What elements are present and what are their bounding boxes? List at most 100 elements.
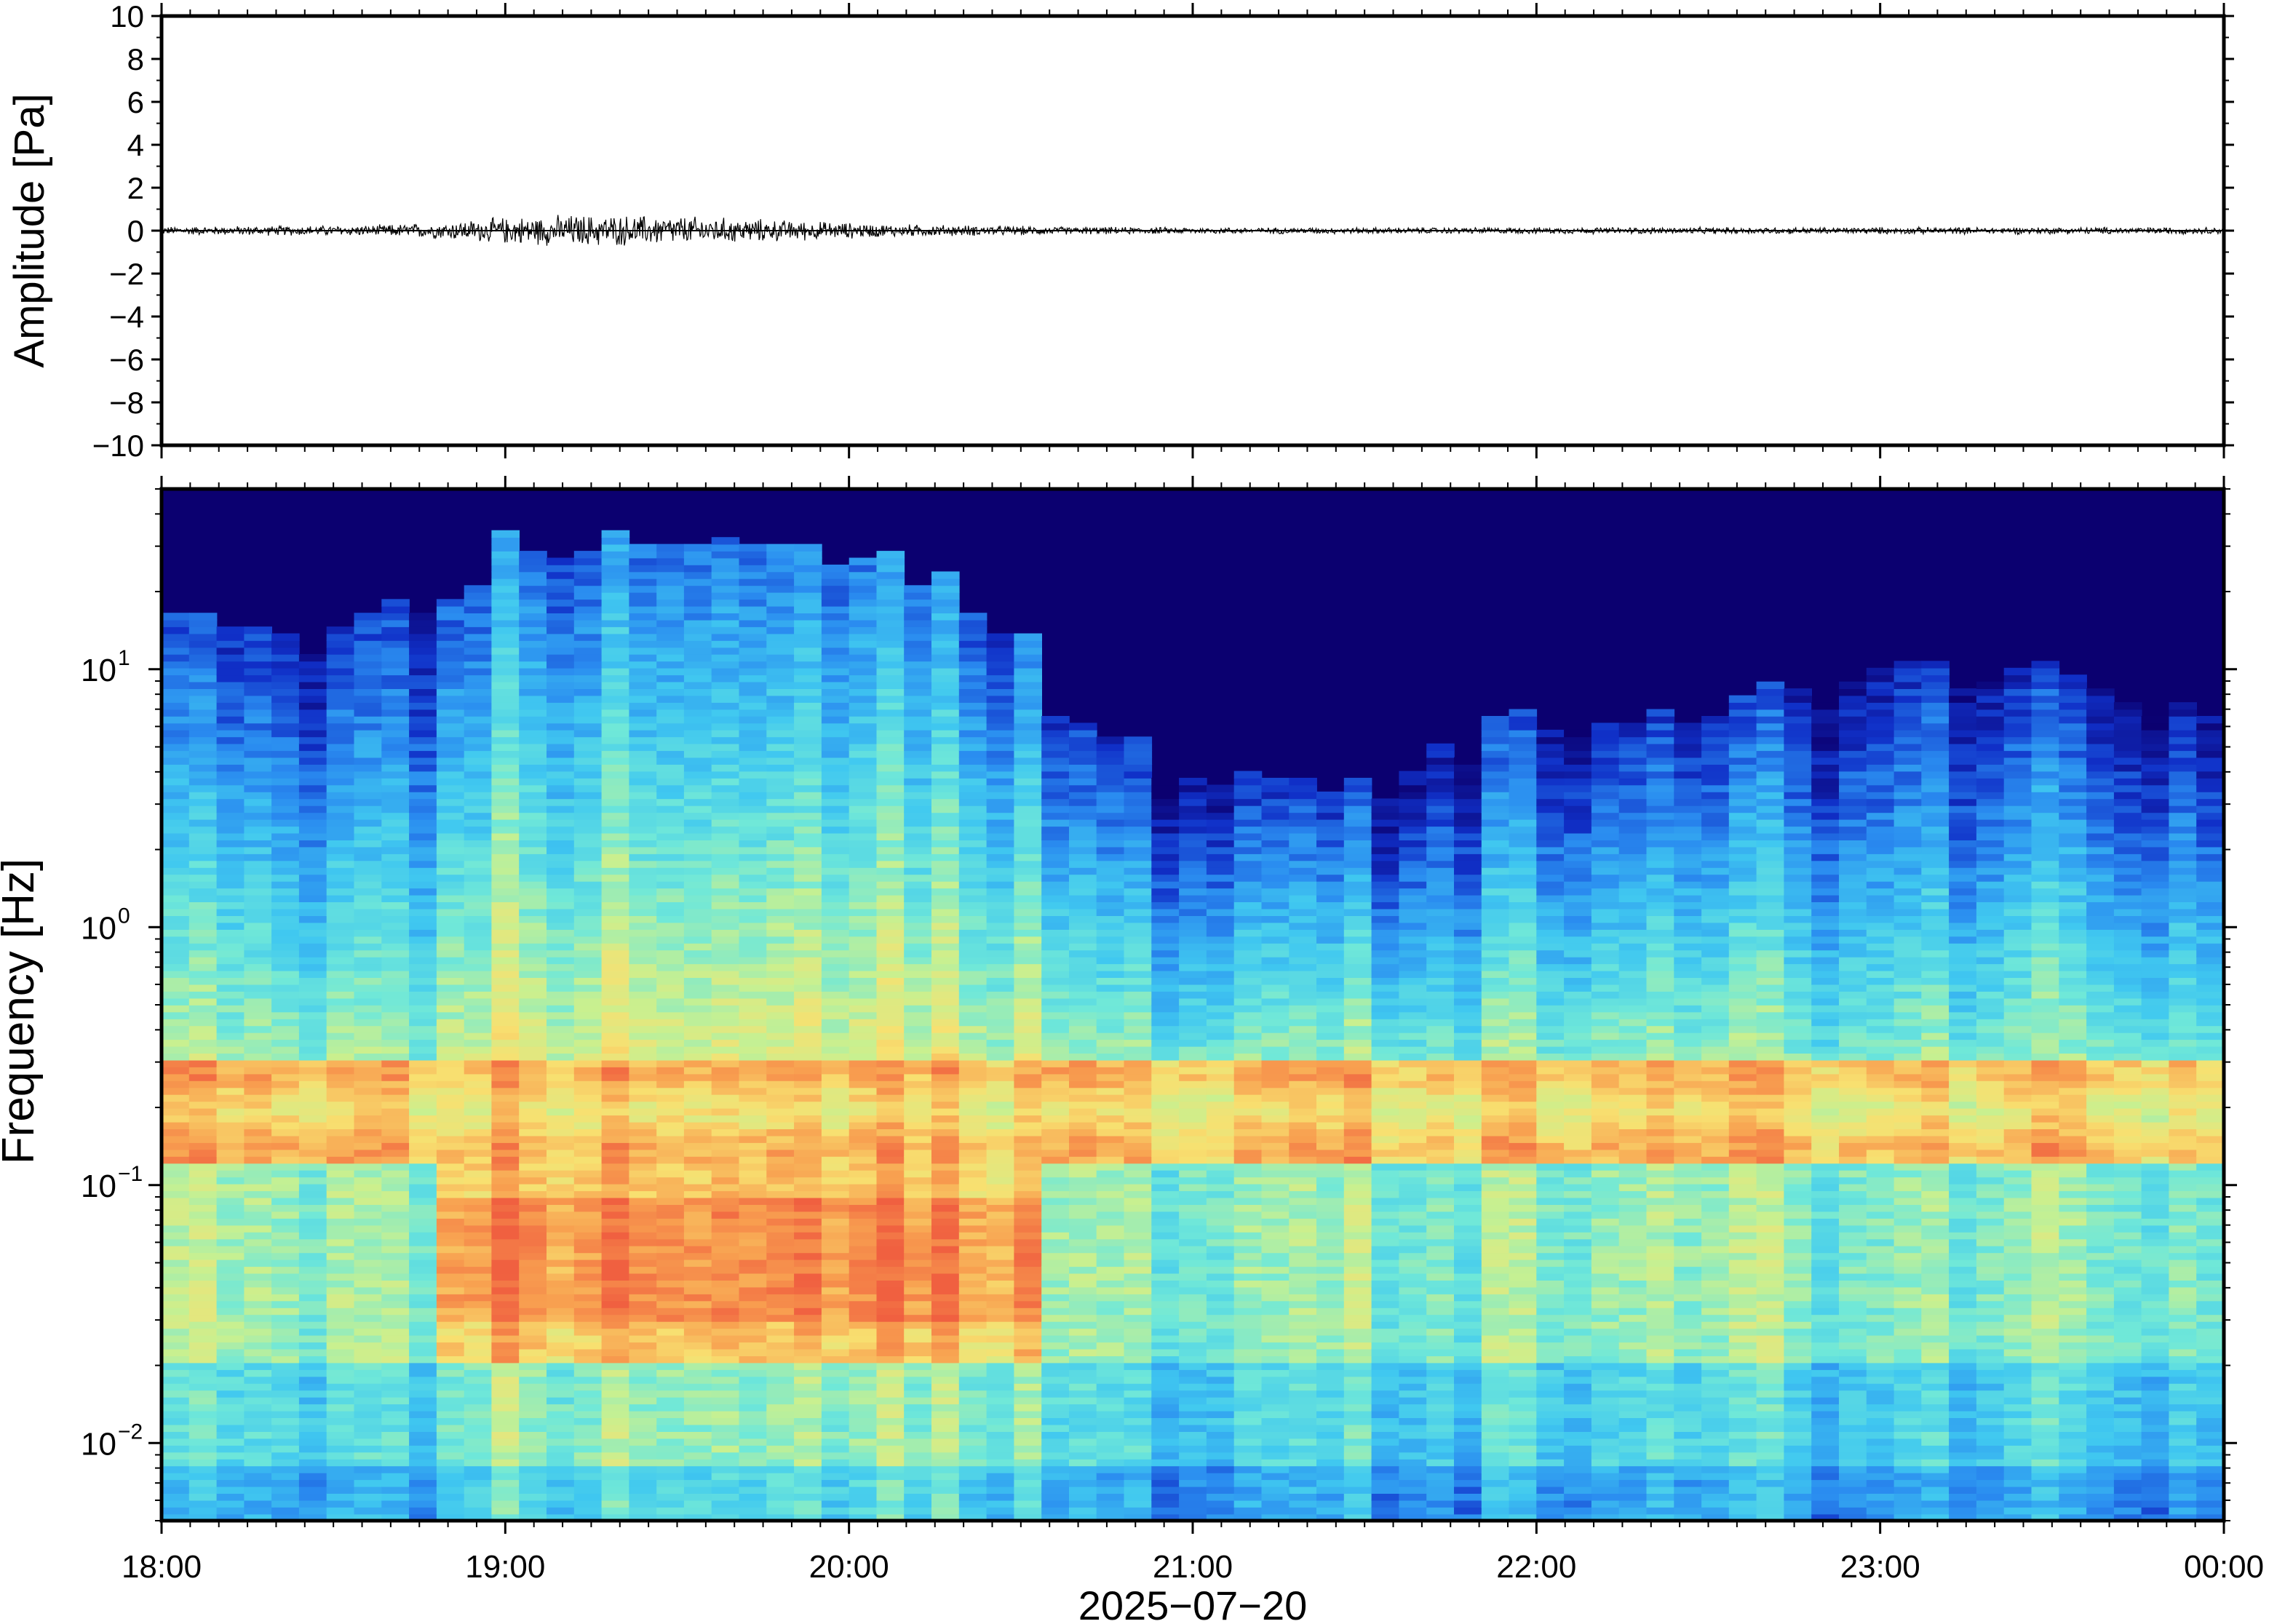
spectrogram-cell [739, 709, 768, 717]
spectrogram-cell [573, 1382, 603, 1391]
spectrogram-cell [601, 1431, 630, 1439]
spectrogram-cell [354, 998, 383, 1006]
spectrogram-cell [436, 1067, 465, 1075]
spectrogram-cell [354, 1300, 383, 1308]
spectrogram-cell [711, 1232, 740, 1240]
spectrogram-cell [711, 653, 740, 662]
spectrogram-cell [1014, 1115, 1042, 1123]
spectrogram-cell [794, 1018, 822, 1027]
spectrogram-cell [683, 894, 712, 902]
spectrogram-cell [162, 826, 190, 834]
spectrogram-cell [244, 840, 272, 848]
spectrogram-cell [876, 1404, 905, 1412]
spectrogram-cell [216, 1218, 245, 1226]
spectrogram-cell [1069, 1404, 1097, 1412]
spectrogram-cell [1014, 915, 1042, 923]
spectrogram-cell [821, 1163, 850, 1171]
spectrogram-cell [381, 599, 410, 607]
spectrogram-cell [409, 1280, 437, 1288]
spectrogram-cell [436, 1273, 465, 1281]
spectrogram-cell [436, 750, 465, 758]
spectrogram-cell [188, 1513, 218, 1521]
spectrogram-cell [931, 626, 960, 634]
spectrogram-cell [519, 1342, 547, 1350]
spectrogram-cell [794, 1238, 822, 1246]
spectrogram-cell [849, 1211, 878, 1219]
spectrogram-cell [573, 901, 603, 909]
spectrogram-cell [1096, 1334, 1125, 1343]
spectrogram-cell [519, 826, 547, 834]
spectrogram-cell [298, 1046, 327, 1054]
spectrogram-cell [216, 991, 245, 999]
spectrogram-cell [876, 599, 905, 607]
spectrogram-cell [573, 977, 603, 985]
spectrogram-cell [601, 661, 630, 669]
spectrogram-cell [162, 1225, 190, 1233]
spectrogram-cell [547, 1107, 575, 1116]
spectrogram-cell [436, 723, 465, 731]
spectrogram-cell [1124, 1369, 1153, 1377]
spectrogram-cell [821, 1059, 850, 1067]
spectrogram-cell [298, 1445, 327, 1453]
spectrogram-cell [381, 1376, 410, 1384]
spectrogram-cell [326, 915, 355, 923]
spectrogram-cell [1014, 812, 1042, 820]
spectrogram-cell [766, 688, 795, 696]
spectrogram-cell [188, 633, 218, 641]
spectrogram-cell [986, 1190, 1015, 1198]
spectrogram-cell [711, 1115, 740, 1123]
spectrogram-cell [1096, 874, 1125, 882]
spectrogram-cell [519, 1382, 547, 1391]
spectrogram-cell [711, 922, 740, 930]
spectrogram-cell [876, 1129, 905, 1137]
spectrogram-cell [436, 840, 465, 848]
spectrogram-cell [849, 819, 878, 827]
spectrogram-cell [849, 1500, 878, 1508]
spectrogram-cell [821, 991, 850, 999]
spectrogram-cell [409, 798, 437, 806]
spectrogram-cell [573, 557, 603, 565]
spectrogram-cell [601, 750, 630, 758]
spectrogram-cell [436, 1356, 465, 1364]
spectrogram-cell [958, 1390, 988, 1398]
spectrogram-cell [271, 1032, 300, 1040]
spectrogram-cell [573, 1286, 603, 1294]
spectrogram-cell [1096, 1452, 1125, 1460]
spectrogram-cell [683, 1183, 712, 1192]
spectrogram-cell [986, 1472, 1015, 1481]
spectrogram-cell [547, 1087, 575, 1095]
spectrogram-cell [436, 764, 465, 772]
spectrogram-cell [876, 1396, 905, 1405]
spectrogram-cell [849, 1396, 878, 1405]
spectrogram-cell [162, 1348, 190, 1356]
spectrogram-cell [573, 1025, 603, 1033]
spectrogram-cell [298, 1039, 327, 1047]
spectrogram-cell [464, 1156, 493, 1164]
spectrogram-cell [381, 653, 410, 662]
spectrogram-cell [739, 1452, 768, 1460]
spectrogram-cell [601, 798, 630, 806]
spectrogram-cell [298, 1486, 327, 1494]
spectrogram-cell [491, 1218, 520, 1226]
spectrogram-cell [683, 1094, 712, 1102]
spectrogram-cell [573, 709, 603, 717]
spectrogram-cell [547, 578, 575, 586]
spectrogram-cell [1069, 819, 1097, 827]
spectrogram-cell [683, 819, 712, 827]
spectrogram-cell [547, 1218, 575, 1226]
spectrogram-cell [1096, 1321, 1125, 1329]
spectrogram-cell [1069, 1356, 1097, 1364]
spectrogram-cell [547, 1177, 575, 1185]
spectrogram-cell [821, 1321, 850, 1329]
spectrogram-cell [1041, 723, 1070, 731]
spectrogram-cell [1014, 1458, 1042, 1467]
spectrogram-cell [298, 908, 327, 916]
spectrogram-cell [739, 1101, 768, 1109]
spectrogram-cell [354, 1356, 383, 1364]
spectrogram-cell [1014, 1280, 1042, 1288]
spectrogram-cell [794, 963, 822, 971]
spectrogram-cell [271, 1121, 300, 1129]
spectrogram-cell [1014, 1204, 1042, 1212]
spectrogram-cell [1014, 1286, 1042, 1294]
spectrogram-cell [601, 578, 630, 586]
